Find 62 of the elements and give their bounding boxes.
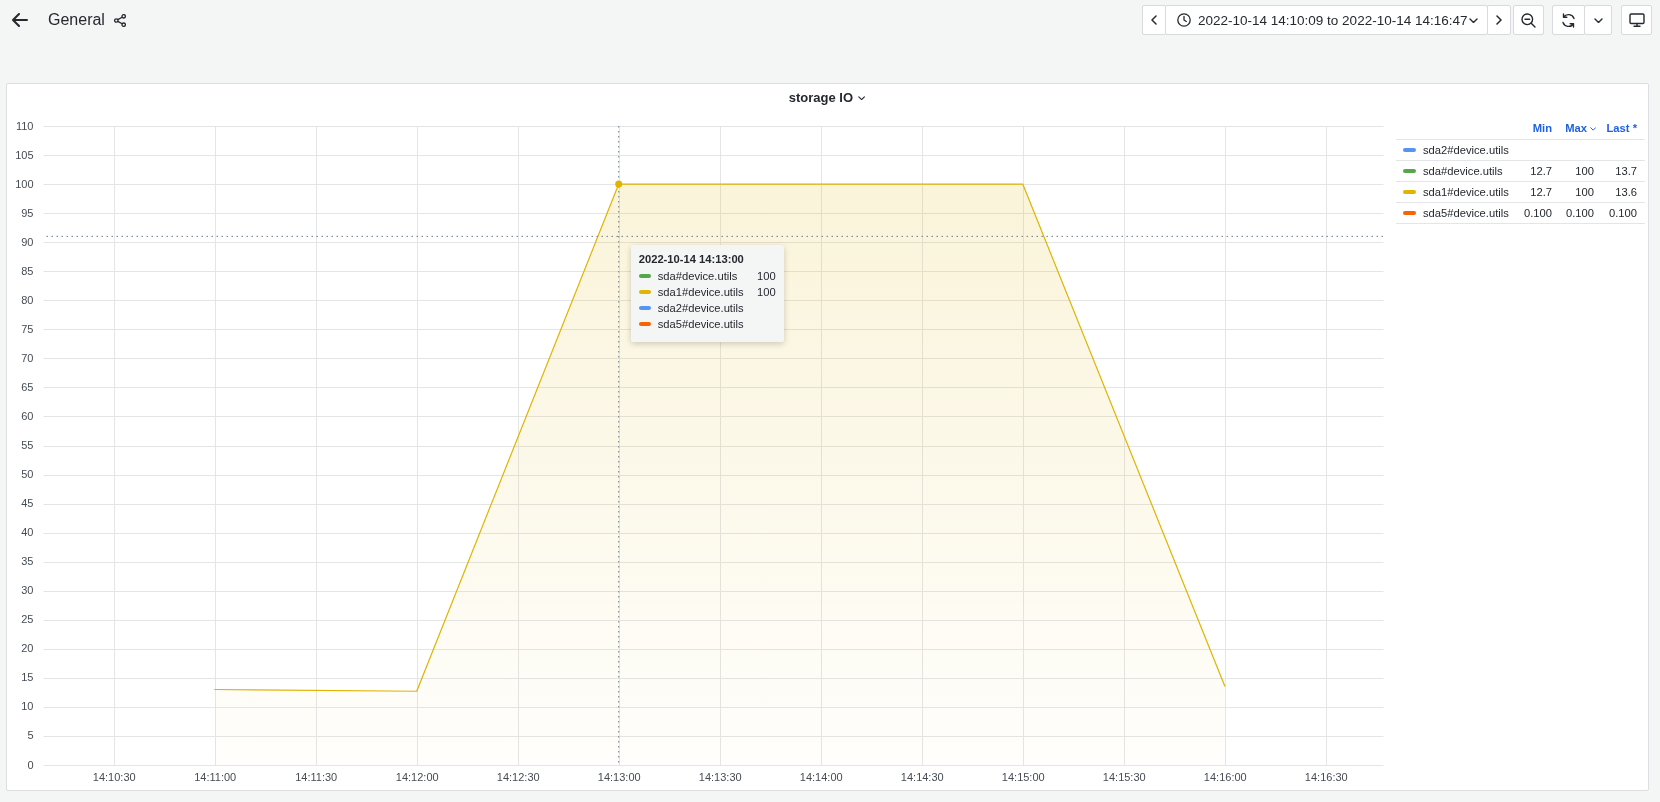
y-tick-label: 55 [21, 439, 34, 451]
text: 0.100 [1524, 206, 1552, 221]
y-tick-label: 50 [21, 468, 34, 481]
y-tick-label: 35 [21, 555, 34, 568]
x-tick-label: 14:11:00 [194, 770, 237, 783]
text: 0.100 [1609, 206, 1637, 221]
y-tick-label: 25 [21, 613, 34, 626]
text: General [48, 11, 105, 29]
y-tick-label: 95 [21, 206, 34, 219]
text: 13.7 [1615, 164, 1637, 179]
y-tick-label: 20 [21, 642, 34, 655]
text: Min [1532, 121, 1552, 136]
text: Max [1565, 121, 1587, 136]
y-tick-label: 80 [21, 293, 34, 306]
x-tick-label: 14:12:00 [395, 770, 439, 783]
x-tick-label: 14:16:30 [1304, 770, 1348, 783]
x-tick-label: 14:16:00 [1203, 770, 1247, 783]
text: 12.7 [1530, 164, 1552, 179]
legend-label: sda2#device.utils [1423, 143, 1509, 158]
y-tick-label: 10 [21, 700, 34, 713]
x-tick-label: 14:13:00 [597, 770, 641, 783]
button: 2022-10-14 14:10:09 to 2022-10-14 14:16:47 [1165, 5, 1488, 35]
y-tick-label: 85 [21, 264, 34, 277]
y-tick-label: 15 [21, 671, 34, 684]
x-tick-label: 14:14:30 [900, 770, 944, 783]
y-tick-label: 0 [27, 758, 34, 771]
x-tick-label: 14:12:30 [496, 770, 540, 783]
text: sda2#device.utils [657, 302, 744, 315]
annotation: 100 [757, 285, 776, 298]
x-tick-label: 14:15:00 [1001, 770, 1045, 783]
y-tick-label: 90 [21, 235, 34, 248]
y-tick-label: 70 [21, 351, 34, 364]
y-tick-label: 100 [15, 177, 34, 190]
text: sda#device.utils [657, 269, 738, 282]
chart-title: storage IO [788, 89, 854, 107]
text: Last * [1606, 121, 1637, 136]
x-tick-label: 14:13:30 [698, 770, 742, 783]
y-tick-label: 105 [15, 148, 34, 161]
x-tick-label: 14:10:30 [92, 770, 136, 783]
annotation: 100 [757, 269, 776, 282]
text: 100 [1575, 185, 1594, 200]
text: 12.7 [1530, 185, 1552, 200]
y-tick-label: 30 [21, 584, 34, 597]
x-tick-label: 14:15:30 [1102, 770, 1146, 783]
y-tick-label: 45 [21, 497, 34, 510]
text: sda5#device.utils [657, 318, 744, 331]
legend-label: sda1#device.utils [657, 285, 745, 298]
ref-line-label: 2022-10-14 14:13:00 [638, 252, 745, 268]
text: 0.100 [1566, 206, 1594, 221]
text: 100 [1575, 164, 1594, 179]
y-tick-label: 65 [21, 380, 34, 393]
y-tick-label: 75 [21, 322, 34, 335]
text: sda1#device.utils [1423, 186, 1509, 198]
x-tick-label: 14:14:00 [799, 770, 843, 783]
x-tick-label: 14:11:30 [295, 770, 338, 783]
y-tick-label: 5 [27, 729, 34, 742]
y-tick-label: 110 [15, 119, 34, 132]
y-tick-label: 60 [21, 409, 34, 422]
legend-label: sda5#device.utils [1423, 206, 1509, 221]
y-tick-label: 40 [21, 526, 34, 539]
text: 13.6 [1615, 185, 1637, 200]
legend-label: sda#device.utils [1423, 164, 1503, 179]
